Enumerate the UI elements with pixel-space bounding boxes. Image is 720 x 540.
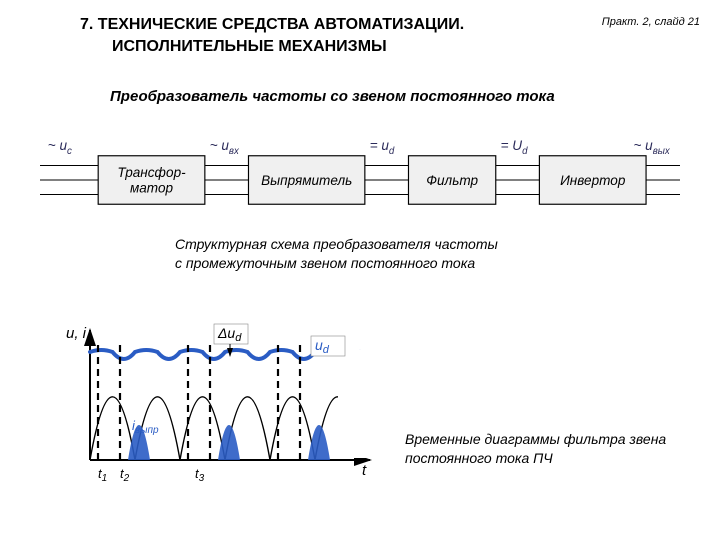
- svg-text:iвыпр: iвыпр: [132, 418, 159, 436]
- subtitle: Преобразователь частоты со звеном постоя…: [110, 88, 555, 105]
- block-diagram: Трансфор-матор Выпрямитель Фильтр Инвертор ~…: [40, 135, 680, 225]
- svg-text:Фильтр: Фильтр: [426, 173, 478, 188]
- svg-text:t1: t1: [98, 466, 107, 484]
- svg-text:t2: t2: [120, 466, 130, 484]
- svg-text:матор: матор: [130, 181, 174, 196]
- svg-text:t: t: [362, 462, 367, 479]
- caption2-line2: постоянного тока ПЧ: [405, 450, 553, 466]
- svg-text:= Ud: = Ud: [501, 138, 528, 157]
- svg-text:Выпрямитель: Выпрямитель: [261, 173, 352, 188]
- slide-reference: Практ. 2, слайд 21: [602, 16, 700, 28]
- title-line-2: ИСПОЛНИТЕЛЬНЫЕ МЕХАНИЗМЫ: [112, 38, 387, 55]
- timing-diagram: u, itΔududiвыпрt1t2t3: [60, 320, 400, 500]
- caption2-line1: Временные диаграммы фильтра звена: [405, 431, 666, 447]
- svg-text:~ uвых: ~ uвых: [633, 138, 670, 157]
- caption1-line2: с промежуточным звеном постоянного тока: [175, 255, 475, 271]
- timing-diagram-caption: Временные диаграммы фильтра звена постоя…: [405, 430, 685, 468]
- svg-text:u, i: u, i: [66, 325, 87, 342]
- svg-text:~ uс: ~ uс: [48, 138, 72, 157]
- svg-text:= ud: = ud: [370, 138, 395, 157]
- svg-text:Инвертор: Инвертор: [560, 173, 626, 188]
- slide-title: 7. ТЕХНИЧЕСКИЕ СРЕДСТВА АВТОМАТИЗАЦИИ. И…: [80, 14, 464, 57]
- block-diagram-caption: Структурная схема преобразователя частот…: [175, 235, 498, 273]
- svg-text:~ uвх: ~ uвх: [210, 138, 240, 157]
- caption1-line1: Структурная схема преобразователя частот…: [175, 236, 498, 252]
- svg-text:Трансфор-: Трансфор-: [117, 165, 186, 180]
- title-line-1: 7. ТЕХНИЧЕСКИЕ СРЕДСТВА АВТОМАТИЗАЦИИ.: [80, 16, 464, 33]
- svg-text:t3: t3: [195, 466, 205, 484]
